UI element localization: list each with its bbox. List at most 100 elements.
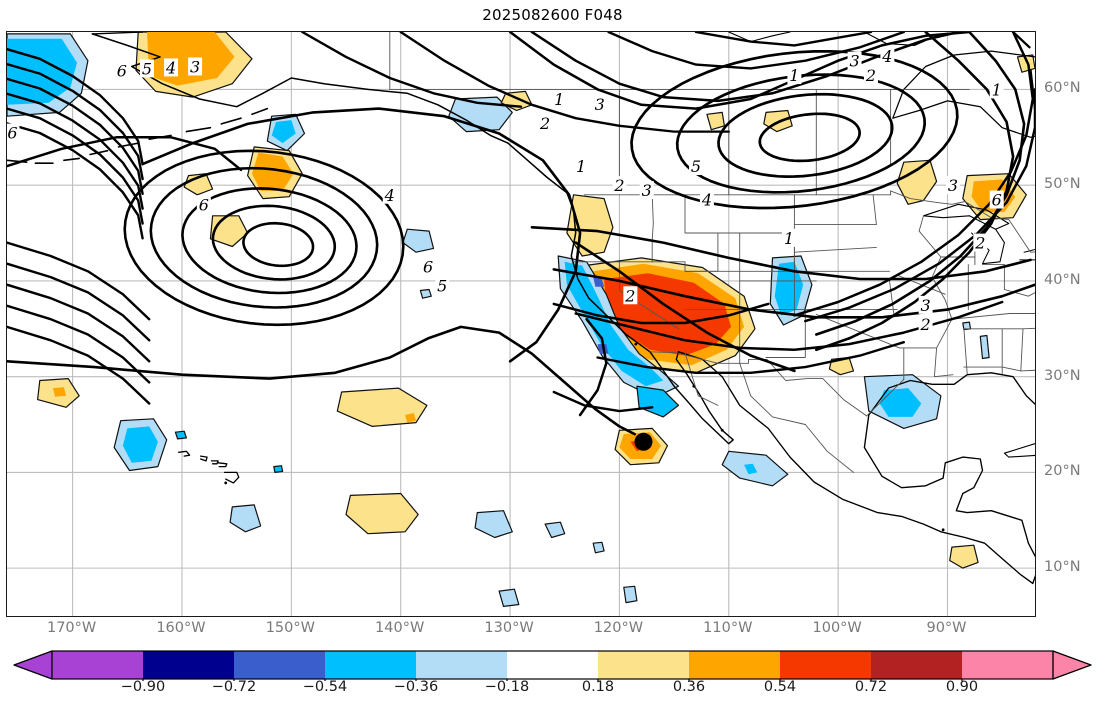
colorbar-tick-label: −0.72: [211, 679, 257, 695]
colorbar-tick-label: 0.54: [763, 679, 797, 695]
contour-label-mask: [421, 257, 436, 276]
contour-label-mask: [196, 195, 211, 214]
political-border: [739, 362, 806, 425]
contour-label-mask: [435, 276, 450, 295]
anomaly-shading: [544, 521, 566, 539]
contour-line: [7, 77, 144, 196]
coastline: [199, 455, 208, 462]
political-border: [1020, 328, 1024, 372]
coastline: [868, 372, 1035, 416]
contour-line: [552, 390, 654, 413]
contour-line: [123, 149, 405, 327]
contour-label: 4: [881, 47, 892, 66]
contour-line: [552, 302, 770, 325]
contour-line: [7, 325, 151, 405]
contour-label: 2: [624, 286, 635, 305]
colorbar-band: [871, 651, 963, 679]
contour-label: 1: [576, 157, 586, 176]
coastline: [922, 203, 1010, 230]
contour-label-mask: [574, 157, 589, 176]
contour-line: [242, 221, 315, 268]
contour-label: 3: [921, 296, 931, 315]
contour-line: [149, 166, 379, 309]
contour-line: [181, 187, 358, 295]
longitude-tick-label: 140°W: [375, 620, 425, 636]
contour-label-mask: [623, 286, 638, 305]
colorbar-tick-label: 0.18: [581, 679, 615, 695]
contour-label: 4: [384, 186, 395, 205]
anomaly-shading: [271, 120, 296, 144]
colorbar-swatches: [13, 650, 1092, 681]
contour-label-mask: [592, 94, 607, 113]
longitude-tick-label: 150°W: [265, 620, 315, 636]
anomaly-shading: [744, 463, 758, 475]
political-border: [898, 256, 976, 349]
coastline: [210, 460, 219, 465]
coastline: [91, 32, 144, 35]
contour-line: [607, 32, 905, 70]
coastline: [892, 50, 1035, 138]
contour-label: 1: [992, 80, 1002, 99]
contour-label-mask: [918, 315, 933, 333]
anomaly-shading: [593, 277, 605, 287]
political-border: [804, 424, 854, 473]
contour-label-mask: [7, 123, 20, 142]
anomaly-shading: [405, 413, 416, 423]
contour-line: [717, 92, 894, 178]
contour-label: 4: [165, 58, 176, 77]
contour-line: [301, 32, 523, 108]
contour-label: 6: [423, 258, 433, 277]
anomaly-shading: [122, 426, 158, 463]
colorbar-band: [507, 651, 599, 679]
contour-line: [675, 73, 927, 194]
contour-label: 3: [849, 52, 859, 71]
colorbar-band: [143, 651, 235, 679]
colorbar-tick-label: −0.54: [302, 679, 348, 695]
contour-label-mask: [639, 180, 654, 199]
coastline: [728, 32, 791, 43]
longitude-tick-label: 120°W: [593, 620, 644, 636]
coastline: [223, 471, 240, 484]
contour-label-mask: [382, 185, 397, 204]
longitude-tick-label: 100°W: [812, 620, 862, 636]
contour-label: 1: [554, 90, 564, 109]
anomaly-shading: [474, 510, 513, 539]
contour-label-mask: [945, 176, 960, 195]
political-border: [651, 194, 654, 263]
anomaly-shading: [52, 387, 67, 397]
colorbar: −0.90 −0.72 −0.54 −0.36 −0.18 0.18 0.36 0.54 0.7…: [0, 649, 1105, 711]
contour-label: 3: [948, 176, 958, 195]
contour-label: 1: [784, 229, 794, 248]
anomaly-shading: [879, 388, 922, 417]
contour-label-mask: [918, 295, 933, 314]
political-border: [963, 328, 968, 375]
political-border: [1009, 327, 1035, 330]
contour-line: [574, 300, 1004, 352]
contour-label: 3: [595, 95, 605, 114]
contour-label-mask: [538, 113, 553, 132]
political-border: [1001, 366, 1022, 372]
contour-label-mask: [781, 228, 796, 247]
political-border: [1020, 369, 1035, 372]
contour-label: 5: [437, 277, 447, 296]
colorbar-outline: [51, 650, 1054, 680]
island-dot: [224, 481, 228, 485]
contour-label-mask: [188, 57, 203, 76]
political-border: [890, 190, 1035, 253]
anomaly-shading: [419, 288, 432, 299]
coastline: [217, 462, 228, 468]
contour-line: [530, 226, 1032, 281]
anomaly-shading: [209, 215, 249, 248]
storm-position-marker: [634, 432, 653, 451]
island-dot: [941, 528, 945, 532]
contour-label: 2: [613, 176, 624, 195]
contour-label: 2: [539, 114, 550, 133]
contour-label-mask: [114, 61, 129, 80]
longitude-tick-label: 170°W: [46, 620, 97, 636]
contour-line: [7, 241, 151, 321]
contour-label-mask: [989, 190, 1004, 209]
contour-line: [141, 107, 582, 363]
political-border: [684, 352, 719, 406]
anomaly-shading: [564, 261, 664, 387]
longitude-tick-label: 90°W: [926, 620, 967, 636]
